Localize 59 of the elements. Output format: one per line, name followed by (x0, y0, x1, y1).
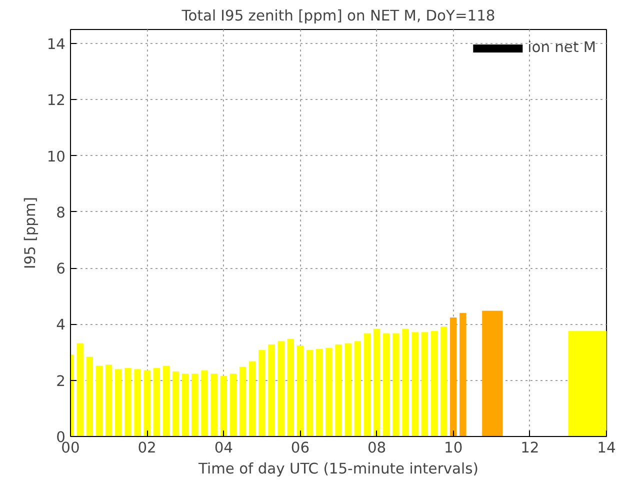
bar (258, 350, 266, 436)
bar (316, 348, 323, 436)
y-tick-label: 2 (56, 372, 66, 390)
bar (76, 343, 84, 436)
bar (153, 368, 160, 436)
bar (268, 344, 275, 436)
bar (326, 348, 332, 436)
x-tick-label: 02 (138, 440, 156, 456)
y-tick-label: 14 (46, 36, 66, 54)
bar (96, 366, 103, 436)
bar (220, 376, 227, 436)
bar (278, 341, 284, 436)
x-tick-label: 06 (290, 440, 310, 456)
bar (383, 333, 390, 436)
x-tick-label: 12 (520, 440, 540, 456)
text: ion net M (528, 39, 596, 56)
bar (105, 364, 112, 436)
bar (460, 312, 466, 436)
bar (162, 366, 170, 436)
bar (124, 368, 132, 436)
bar (430, 330, 438, 436)
bar (86, 356, 93, 436)
bar (412, 332, 418, 436)
bar (306, 350, 314, 436)
bar (392, 333, 400, 436)
y-axis-title: I95 [ppm] (22, 197, 39, 269)
bar (373, 328, 380, 436)
x-axis-title: Time of day UTC (15-minute intervals) (198, 460, 478, 478)
x-tick-label: 08 (367, 440, 386, 456)
bar (249, 361, 256, 436)
bar (440, 326, 448, 436)
y-tick-label: 8 (56, 204, 66, 222)
bar (201, 370, 208, 436)
bar (450, 317, 457, 436)
bar (210, 374, 218, 436)
bar (172, 371, 180, 436)
bar (115, 369, 122, 436)
x-tick-label: 14 (597, 440, 616, 456)
x-tick-label: 10 (444, 440, 463, 456)
y-tick-label: 10 (46, 148, 66, 166)
y-tick-label: 6 (56, 260, 66, 278)
y-tick-label: 12 (46, 92, 66, 110)
bar (364, 333, 371, 436)
bar (421, 332, 428, 436)
bar (287, 338, 294, 436)
bar (144, 370, 150, 436)
bar (230, 374, 237, 436)
bar (239, 366, 246, 436)
chart-title: Total I95 zenith [ppm] on NET M, DoY=118 (180, 8, 496, 24)
x-tick-label: 04 (214, 440, 233, 456)
bar (335, 344, 342, 436)
bar (402, 328, 409, 436)
bar (182, 374, 189, 436)
bar (296, 346, 304, 436)
bar (354, 341, 361, 436)
bar (192, 374, 198, 436)
bar (134, 369, 141, 436)
y-tick-label: 4 (56, 316, 66, 334)
bar (344, 343, 352, 436)
